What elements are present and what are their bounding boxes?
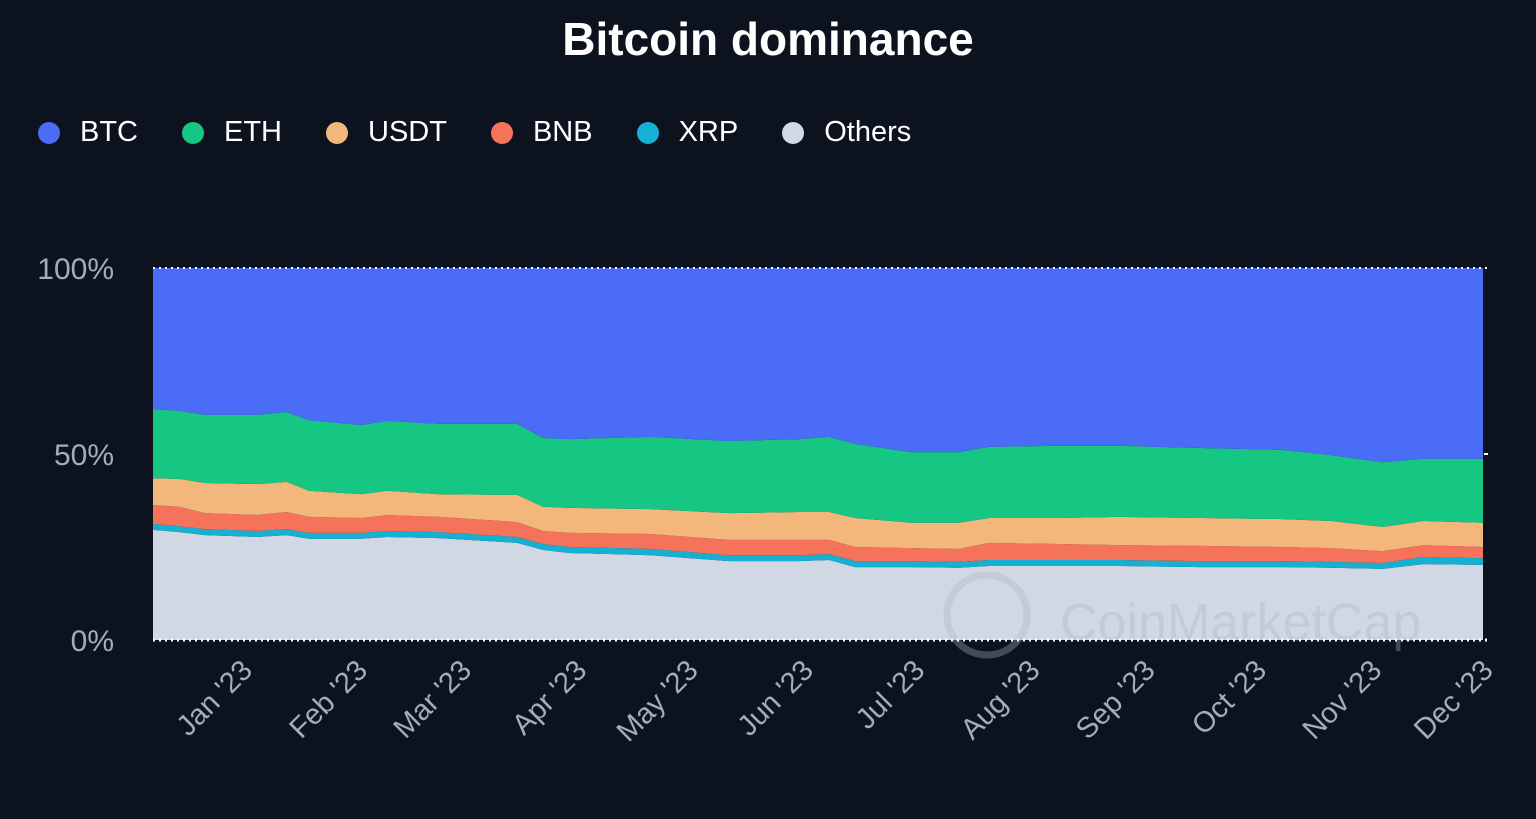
legend-dot-icon	[636, 121, 659, 144]
legend-dot-icon	[782, 121, 805, 144]
chart-title: Bitcoin dominance	[562, 13, 974, 65]
legend-label: Others	[824, 116, 912, 148]
legend-item-usdt[interactable]: USDT	[326, 116, 447, 149]
legend-item-xrp[interactable]: XRP	[636, 116, 739, 149]
area-btc	[153, 268, 1483, 463]
area-usdt	[153, 478, 1483, 552]
legend-label: XRP	[678, 116, 739, 148]
legend: BTC ETH USDT BNB XRP Others	[38, 116, 955, 149]
x-tick-label: Feb '23	[284, 654, 374, 744]
legend-dot-icon	[38, 121, 60, 144]
legend-item-bnb[interactable]: BNB	[490, 116, 593, 149]
area-bnb	[153, 505, 1483, 563]
x-tick-label: Oct '23	[1186, 654, 1273, 741]
y-tick-label: 50%	[54, 439, 114, 472]
legend-dot-icon	[490, 121, 513, 144]
legend-label: BTC	[80, 116, 138, 148]
x-tick-label: Nov '23	[1297, 654, 1389, 746]
legend-item-btc[interactable]: BTC	[38, 116, 138, 149]
x-tick-label: Jul '23	[850, 654, 931, 735]
legend-dot-icon	[326, 121, 348, 144]
area-xrp	[153, 523, 1483, 569]
legend-item-others[interactable]: Others	[782, 116, 911, 149]
x-tick-label: Jun '23	[732, 654, 820, 742]
x-tick-label: Jan '23	[171, 654, 259, 742]
x-tick-label: Aug '23	[955, 654, 1047, 746]
watermark-logo-icon	[943, 571, 1031, 659]
watermark: CoinMarketCap	[1060, 594, 1421, 652]
legend-label: ETH	[224, 116, 282, 148]
legend-item-eth[interactable]: ETH	[182, 116, 282, 149]
area-eth	[153, 409, 1483, 527]
x-tick-label: Apr '23	[506, 654, 593, 741]
x-tick-label: Mar '23	[388, 654, 478, 744]
legend-label: BNB	[532, 116, 593, 148]
y-tick-label: 0%	[71, 625, 114, 658]
x-tick-label: Dec '23	[1408, 654, 1500, 746]
legend-label: USDT	[368, 116, 447, 148]
legend-dot-icon	[182, 121, 204, 144]
y-tick-label: 100%	[37, 253, 114, 286]
x-tick-label: May '23	[611, 654, 705, 748]
x-tick-label: Sep '23	[1070, 654, 1162, 746]
area-others	[153, 529, 1483, 640]
